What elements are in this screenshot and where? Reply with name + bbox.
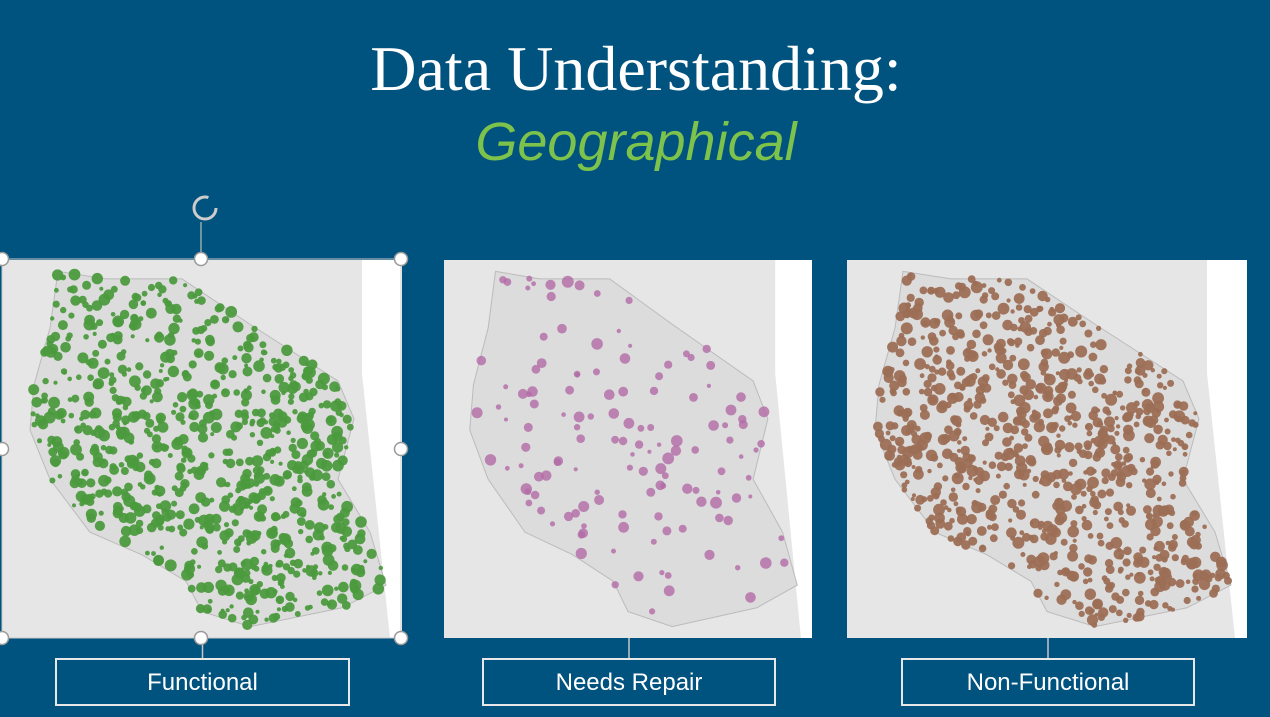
resize-handle[interactable] [0, 251, 10, 267]
ocean [362, 260, 402, 638]
rotate-handle[interactable] [192, 195, 218, 221]
resize-handle[interactable] [393, 251, 409, 267]
resize-handle[interactable] [0, 630, 10, 646]
country-outline [469, 270, 798, 628]
panel-label: Functional [147, 669, 258, 696]
ocean [1207, 260, 1247, 638]
selection-handles[interactable] [0, 195, 409, 646]
map-panel: Needs Repair [444, 260, 812, 706]
label-box [55, 658, 350, 706]
label-box [901, 658, 1195, 706]
slide-subtitle: Geographical [475, 112, 798, 172]
point-cluster [28, 268, 386, 631]
panel-label: Needs Repair [556, 669, 703, 696]
map-panel: Functional [2, 260, 402, 706]
resize-handle[interactable] [0, 441, 10, 457]
resize-handle[interactable] [193, 630, 209, 646]
panels: Functional Needs Repair Non-Functional [2, 260, 1247, 706]
resize-handle[interactable] [393, 630, 409, 646]
resize-handle[interactable] [193, 251, 209, 267]
point-cluster [471, 275, 789, 615]
ocean [775, 260, 812, 638]
resize-handle[interactable] [393, 441, 409, 457]
map-panel: Non-Functional [847, 260, 1247, 706]
label-box [482, 658, 776, 706]
point-cluster [873, 272, 1232, 628]
slide-title: Data Understanding: [370, 33, 901, 104]
panel-label: Non-Functional [967, 669, 1130, 696]
